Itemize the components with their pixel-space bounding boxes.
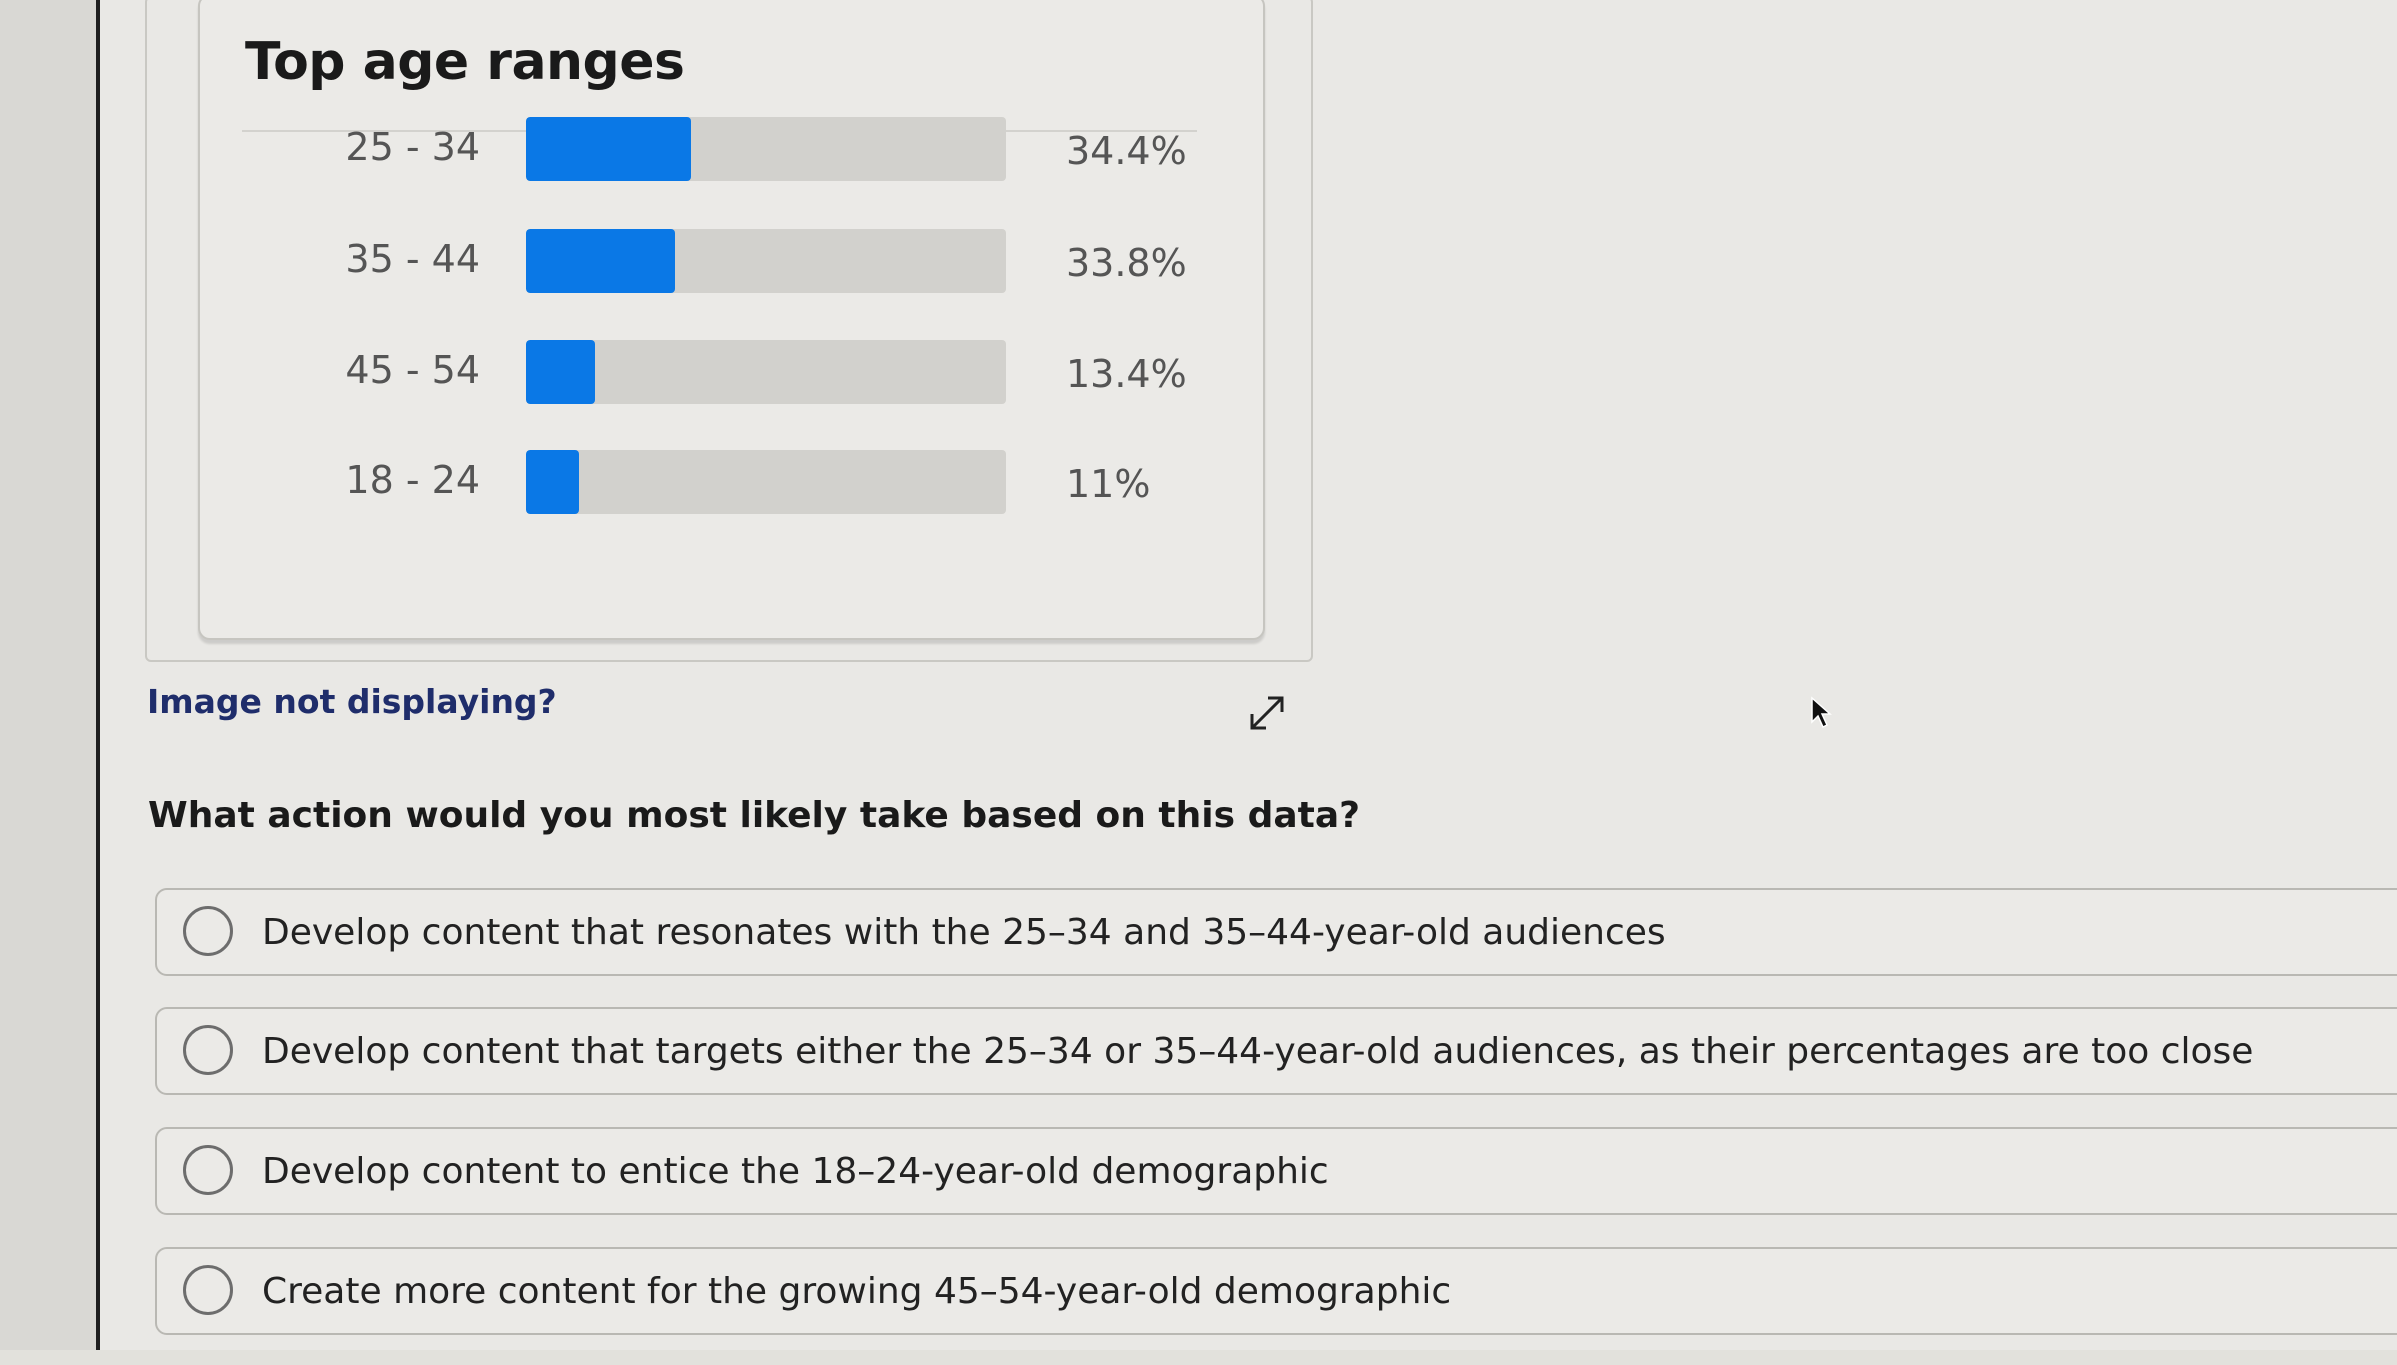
answer-option-label: Create more content for the growing 45–5… [262, 1271, 1452, 1312]
bar-fill [526, 229, 675, 293]
chart-row: 35 - 44 33.8% [200, 229, 1267, 293]
age-range-label: 45 - 54 [345, 348, 480, 392]
answer-option[interactable]: Develop content to entice the 18–24-year… [155, 1127, 2397, 1215]
answer-option[interactable]: Create more content for the growing 45–5… [155, 1247, 2397, 1335]
bar-fill [526, 117, 692, 181]
answer-option-label: Develop content that resonates with the … [262, 912, 1666, 953]
image-not-displaying-link[interactable]: Image not displaying? [147, 682, 557, 721]
bar-track [526, 117, 1006, 181]
bar-track [526, 450, 1006, 514]
bar-track [526, 229, 1006, 293]
bar-fill [526, 450, 579, 514]
expand-icon[interactable] [1244, 690, 1290, 736]
percentage-value: 34.4% [1066, 129, 1187, 173]
left-panel-edge [0, 0, 100, 1350]
question-prompt: What action would you most likely take b… [148, 795, 1361, 836]
age-range-label: 25 - 34 [345, 125, 480, 169]
chart-image-frame [145, 0, 1313, 662]
answer-option[interactable]: Develop content that resonates with the … [155, 888, 2397, 976]
chart-row: 18 - 24 11% [200, 450, 1267, 514]
answer-option-label: Develop content to entice the 18–24-year… [262, 1151, 1329, 1192]
percentage-value: 33.8% [1066, 241, 1187, 285]
mouse-cursor-icon [1810, 696, 1832, 734]
percentage-value: 11% [1066, 462, 1151, 506]
answer-option[interactable]: Develop content that targets either the … [155, 1007, 2397, 1095]
percentage-value: 13.4% [1066, 352, 1187, 396]
age-range-label: 35 - 44 [345, 237, 480, 281]
radio-button[interactable] [183, 1145, 233, 1195]
age-range-label: 18 - 24 [345, 458, 480, 502]
radio-button[interactable] [183, 1025, 233, 1075]
chart-row: 25 - 34 34.4% [200, 117, 1267, 181]
age-ranges-card: Top age ranges 25 - 34 34.4% 35 - 44 33.… [198, 0, 1265, 640]
bar-fill [526, 340, 596, 404]
chart-row: 45 - 54 13.4% [200, 340, 1267, 404]
answer-option-label: Develop content that targets either the … [262, 1031, 2254, 1072]
bar-track [526, 340, 1006, 404]
bottom-edge [0, 1350, 2397, 1365]
radio-button[interactable] [183, 1265, 233, 1315]
card-title: Top age ranges [245, 32, 685, 92]
radio-button[interactable] [183, 906, 233, 956]
